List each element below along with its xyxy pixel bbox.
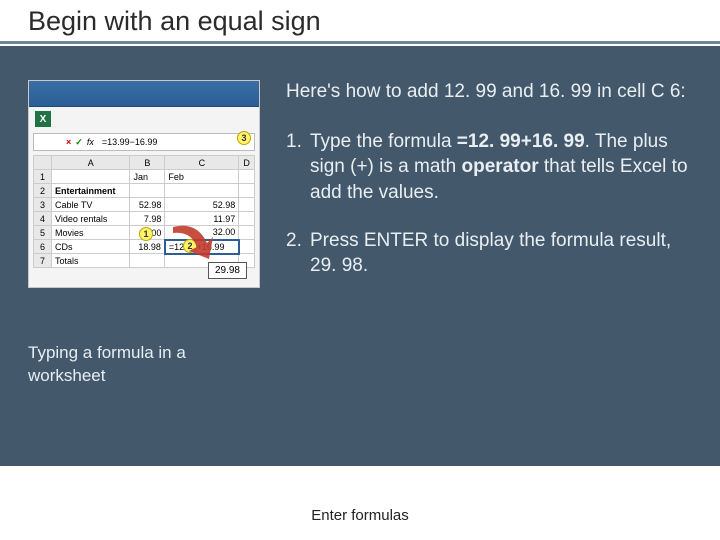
spreadsheet-grid: A B C D 1 Jan Feb 2 — [33, 155, 255, 268]
step-number: 1. — [286, 129, 310, 206]
result-box: 29.98 — [208, 262, 247, 279]
fx-icon: fx — [87, 137, 94, 148]
table-row: 4 Video rentals 7.98 11.97 — [34, 212, 255, 226]
slide: Begin with an equal sign X × ✓ fx =13.99… — [0, 0, 720, 540]
table-row: 3 Cable TV 52.98 52.98 — [34, 198, 255, 212]
window-titlebar — [29, 81, 259, 107]
step-strong: operator — [462, 156, 539, 177]
table-row: 1 Jan Feb — [34, 170, 255, 184]
col-d: D — [239, 156, 255, 170]
excel-screenshot: X × ✓ fx =13.99−16.99 3 A — [28, 80, 260, 288]
step-body: Type the formula =12. 99+16. 99. The plu… — [310, 129, 692, 206]
col-c: C — [165, 156, 239, 170]
arrow-icon — [167, 219, 215, 267]
formula-text: =13.99−16.99 — [98, 137, 158, 147]
right-column: Here's how to add 12. 99 and 16. 99 in c… — [286, 80, 692, 388]
corner-cell — [34, 156, 52, 170]
screenshot-caption: Typing a formula in a worksheet — [28, 342, 260, 388]
formula-bar-buttons: × ✓ fx — [62, 137, 98, 148]
col-b: B — [130, 156, 165, 170]
step-1: 1. Type the formula =12. 99+16. 99. The … — [286, 129, 692, 206]
slide-title: Begin with an equal sign — [28, 6, 720, 37]
callout-1: 1 — [139, 227, 153, 241]
step-number: 2. — [286, 228, 310, 279]
left-column: X × ✓ fx =13.99−16.99 3 A — [28, 80, 260, 388]
col-a: A — [52, 156, 130, 170]
step-body: Press ENTER to display the formula resul… — [310, 228, 692, 279]
step-text: Press ENTER to display the formula resul… — [310, 230, 671, 277]
enter-icon: ✓ — [75, 137, 83, 148]
grid-table: A B C D 1 Jan Feb 2 — [33, 155, 255, 268]
table-row: 6 CDs 18.98 =12.99+16.99 — [34, 240, 255, 254]
footer-text: Enter formulas — [0, 507, 720, 524]
step-2: 2. Press ENTER to display the formula re… — [286, 228, 692, 279]
step-strong: =12. 99+16. 99 — [457, 131, 585, 152]
cancel-icon: × — [66, 137, 71, 148]
callout-3: 3 — [237, 131, 251, 145]
step-text: Type the formula — [310, 131, 457, 152]
title-underline — [0, 41, 720, 44]
content: X × ✓ fx =13.99−16.99 3 A — [28, 80, 692, 388]
excel-icon: X — [35, 111, 51, 127]
formula-bar: × ✓ fx =13.99−16.99 — [33, 133, 255, 151]
header-row: A B C D — [34, 156, 255, 170]
table-row: 2 Entertainment — [34, 184, 255, 198]
intro-text: Here's how to add 12. 99 and 16. 99 in c… — [286, 80, 692, 105]
title-region: Begin with an equal sign — [0, 0, 720, 39]
